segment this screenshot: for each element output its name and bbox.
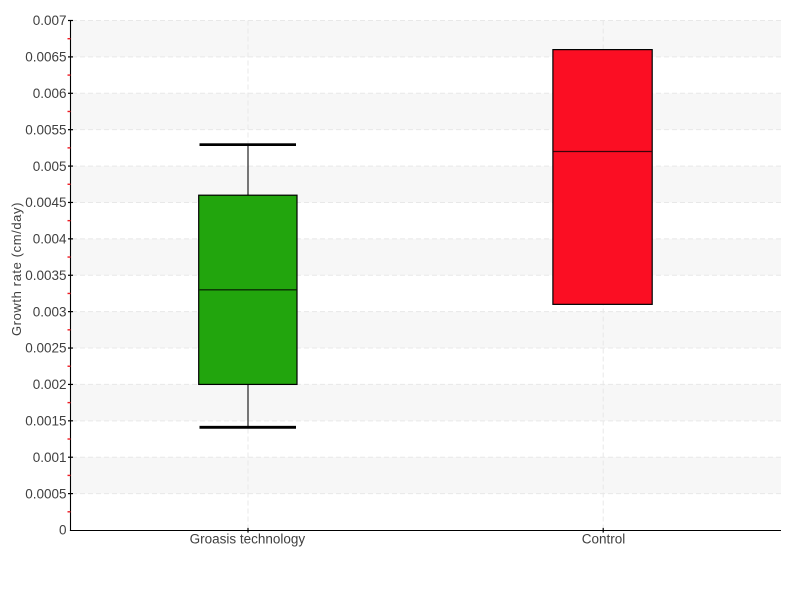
svg-text:0.0035: 0.0035 bbox=[25, 268, 66, 283]
svg-text:0.0055: 0.0055 bbox=[25, 122, 66, 137]
svg-text:0.0025: 0.0025 bbox=[25, 341, 66, 356]
svg-text:0.002: 0.002 bbox=[33, 377, 67, 392]
svg-text:0.0045: 0.0045 bbox=[25, 195, 66, 210]
svg-text:Growth rate (cm/day): Growth rate (cm/day) bbox=[9, 202, 24, 336]
svg-text:Control: Control bbox=[582, 532, 626, 547]
svg-text:0.006: 0.006 bbox=[33, 86, 67, 101]
svg-text:0.001: 0.001 bbox=[33, 450, 67, 465]
svg-text:Groasis technology: Groasis technology bbox=[190, 532, 306, 547]
svg-text:0.007: 0.007 bbox=[33, 13, 67, 28]
svg-text:0.0005: 0.0005 bbox=[25, 486, 66, 501]
svg-text:0.003: 0.003 bbox=[33, 304, 67, 319]
svg-text:0.004: 0.004 bbox=[33, 232, 67, 247]
svg-text:0.0065: 0.0065 bbox=[25, 50, 66, 65]
svg-text:0.005: 0.005 bbox=[33, 159, 67, 174]
svg-text:0: 0 bbox=[59, 523, 67, 538]
svg-text:0.0015: 0.0015 bbox=[25, 414, 66, 429]
